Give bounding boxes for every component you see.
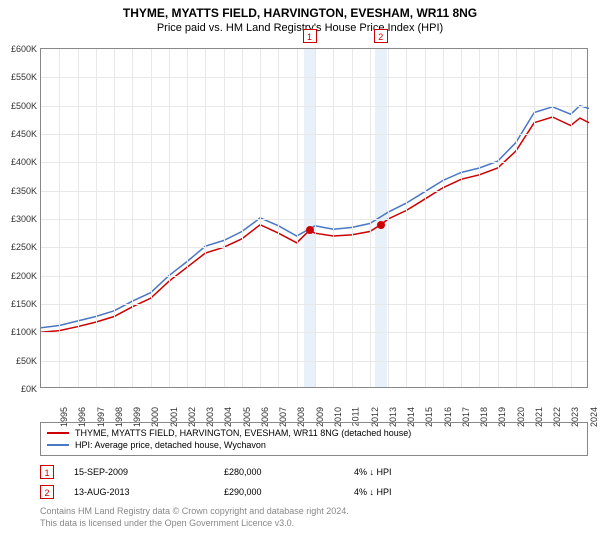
y-axis-label: £350K bbox=[1, 186, 37, 196]
sale-marker-icon: 1 bbox=[40, 465, 54, 479]
gridline-v bbox=[333, 49, 334, 387]
footer-attribution: Contains HM Land Registry data © Crown c… bbox=[40, 506, 588, 529]
chart-title: THYME, MYATTS FIELD, HARVINGTON, EVESHAM… bbox=[0, 0, 600, 20]
gridline-v bbox=[260, 49, 261, 387]
gridline-h bbox=[41, 77, 587, 78]
chart-area: £0K£50K£100K£150K£200K£250K£300K£350K£40… bbox=[40, 48, 588, 388]
legend-label: HPI: Average price, detached house, Wych… bbox=[75, 440, 266, 450]
sales-table: 1 15-SEP-2009 £280,000 4% ↓ HPI 2 13-AUG… bbox=[40, 462, 588, 502]
gridline-v bbox=[443, 49, 444, 387]
sale-date: 15-SEP-2009 bbox=[74, 467, 204, 477]
y-axis-label: £600K bbox=[1, 44, 37, 54]
chart-container: THYME, MYATTS FIELD, HARVINGTON, EVESHAM… bbox=[0, 0, 600, 560]
gridline-v bbox=[169, 49, 170, 387]
y-axis-label: £0K bbox=[1, 384, 37, 394]
gridline-h bbox=[41, 276, 587, 277]
legend-swatch bbox=[47, 432, 69, 434]
sale-marker-icon: 2 bbox=[374, 29, 388, 43]
gridline-v bbox=[479, 49, 480, 387]
sale-date: 13-AUG-2013 bbox=[74, 487, 204, 497]
footer-line: Contains HM Land Registry data © Crown c… bbox=[40, 506, 588, 518]
gridline-h bbox=[41, 134, 587, 135]
gridline-v bbox=[571, 49, 572, 387]
sale-price: £290,000 bbox=[224, 487, 334, 497]
gridline-v bbox=[114, 49, 115, 387]
gridline-h bbox=[41, 219, 587, 220]
sale-diff: 4% ↓ HPI bbox=[354, 467, 392, 477]
sale-price: £280,000 bbox=[224, 467, 334, 477]
gridline-v bbox=[205, 49, 206, 387]
gridline-h bbox=[41, 332, 587, 333]
y-axis-label: £550K bbox=[1, 72, 37, 82]
chart-subtitle: Price paid vs. HM Land Registry's House … bbox=[0, 20, 600, 34]
y-axis-label: £450K bbox=[1, 129, 37, 139]
sale-marker-icon: 2 bbox=[40, 485, 54, 499]
gridline-h bbox=[41, 361, 587, 362]
gridline-v bbox=[461, 49, 462, 387]
gridline-v bbox=[370, 49, 371, 387]
y-axis-label: £200K bbox=[1, 271, 37, 281]
y-axis-label: £400K bbox=[1, 157, 37, 167]
gridline-v bbox=[187, 49, 188, 387]
gridline-v bbox=[278, 49, 279, 387]
gridline-h bbox=[41, 191, 587, 192]
y-axis-label: £500K bbox=[1, 101, 37, 111]
legend-label: THYME, MYATTS FIELD, HARVINGTON, EVESHAM… bbox=[75, 428, 411, 438]
gridline-h bbox=[41, 247, 587, 248]
sale-marker-icon: 1 bbox=[303, 29, 317, 43]
gridline-v bbox=[352, 49, 353, 387]
gridline-v bbox=[388, 49, 389, 387]
sale-dot bbox=[377, 221, 385, 229]
sale-dot bbox=[306, 226, 314, 234]
gridline-v bbox=[132, 49, 133, 387]
gridline-v bbox=[534, 49, 535, 387]
y-axis-label: £250K bbox=[1, 242, 37, 252]
legend-item: HPI: Average price, detached house, Wych… bbox=[47, 439, 581, 451]
gridline-v bbox=[151, 49, 152, 387]
legend-swatch bbox=[47, 444, 69, 446]
x-axis-label: 2024 bbox=[589, 407, 599, 427]
gridline-v bbox=[242, 49, 243, 387]
y-axis-label: £150K bbox=[1, 299, 37, 309]
y-axis-label: £300K bbox=[1, 214, 37, 224]
gridline-v bbox=[498, 49, 499, 387]
legend-item: THYME, MYATTS FIELD, HARVINGTON, EVESHAM… bbox=[47, 427, 581, 439]
sale-row: 2 13-AUG-2013 £290,000 4% ↓ HPI bbox=[40, 482, 588, 502]
gridline-v bbox=[425, 49, 426, 387]
gridline-v bbox=[297, 49, 298, 387]
legend: THYME, MYATTS FIELD, HARVINGTON, EVESHAM… bbox=[40, 422, 588, 456]
y-axis-label: £50K bbox=[1, 356, 37, 366]
gridline-v bbox=[96, 49, 97, 387]
gridline-v bbox=[552, 49, 553, 387]
gridline-v bbox=[516, 49, 517, 387]
y-axis-label: £100K bbox=[1, 327, 37, 337]
gridline-h bbox=[41, 162, 587, 163]
gridline-v bbox=[59, 49, 60, 387]
footer-line: This data is licensed under the Open Gov… bbox=[40, 518, 588, 530]
gridline-h bbox=[41, 304, 587, 305]
gridline-h bbox=[41, 106, 587, 107]
gridline-v bbox=[406, 49, 407, 387]
plot-region: £0K£50K£100K£150K£200K£250K£300K£350K£40… bbox=[40, 48, 588, 388]
gridline-v bbox=[78, 49, 79, 387]
gridline-v bbox=[315, 49, 316, 387]
sale-row: 1 15-SEP-2009 £280,000 4% ↓ HPI bbox=[40, 462, 588, 482]
sale-diff: 4% ↓ HPI bbox=[354, 487, 392, 497]
gridline-v bbox=[224, 49, 225, 387]
